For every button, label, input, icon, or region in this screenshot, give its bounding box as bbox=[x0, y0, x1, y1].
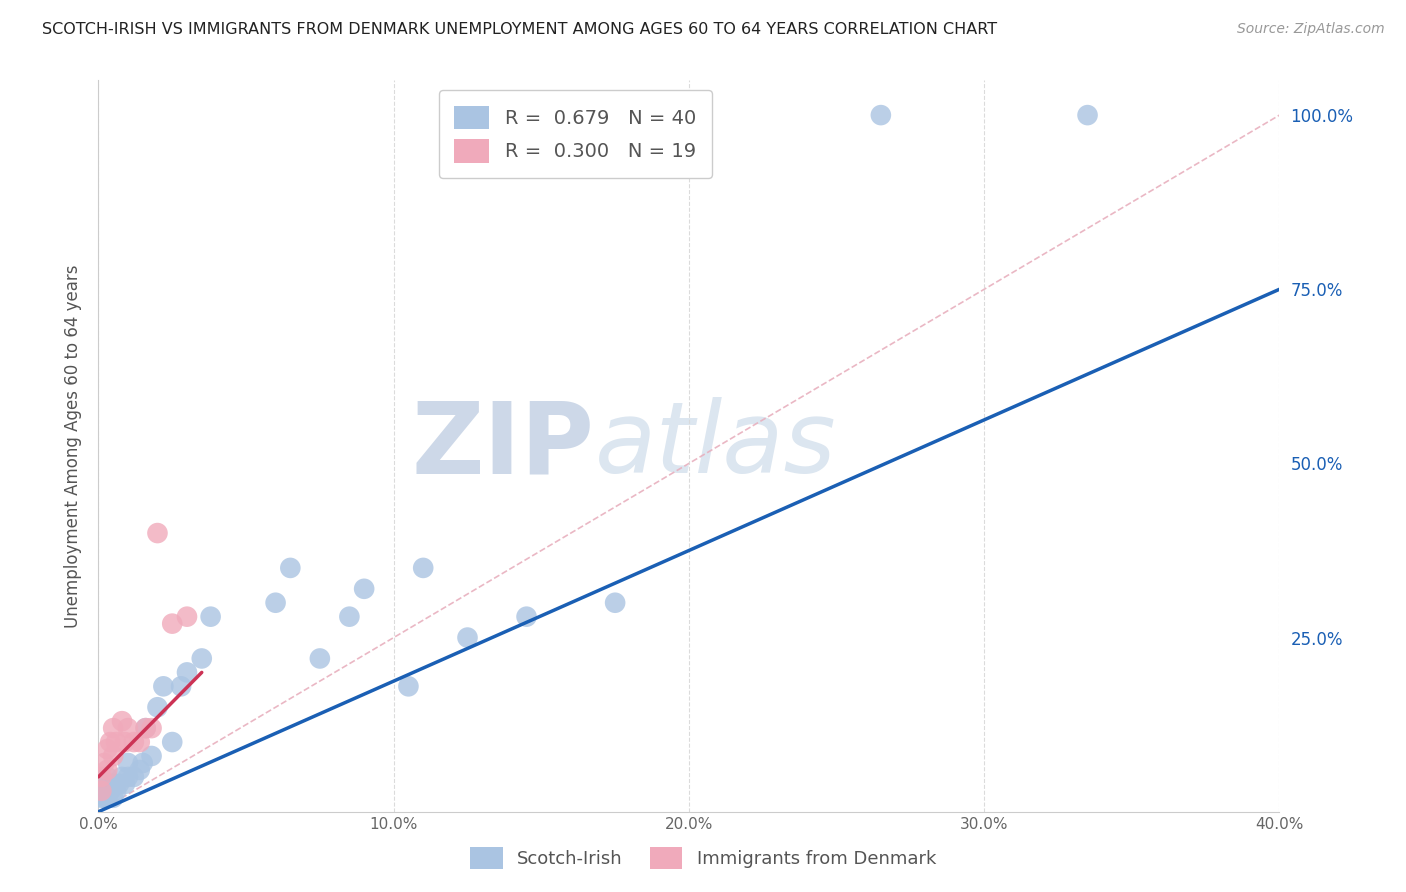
Point bbox=[264, 596, 287, 610]
Point bbox=[98, 735, 121, 749]
Text: Source: ZipAtlas.com: Source: ZipAtlas.com bbox=[1237, 22, 1385, 37]
Point bbox=[90, 784, 112, 798]
Point bbox=[111, 770, 134, 784]
Point bbox=[96, 742, 118, 756]
Legend: R =  0.679   N = 40, R =  0.300   N = 19: R = 0.679 N = 40, R = 0.300 N = 19 bbox=[439, 90, 711, 178]
Text: SCOTCH-IRISH VS IMMIGRANTS FROM DENMARK UNEMPLOYMENT AMONG AGES 60 TO 64 YEARS C: SCOTCH-IRISH VS IMMIGRANTS FROM DENMARK … bbox=[42, 22, 997, 37]
Point bbox=[96, 784, 118, 798]
Point bbox=[200, 609, 222, 624]
Point bbox=[162, 735, 183, 749]
Point bbox=[141, 721, 163, 735]
Point bbox=[152, 679, 174, 693]
Point bbox=[108, 777, 131, 791]
Point bbox=[176, 609, 198, 624]
Point bbox=[398, 679, 420, 693]
Point bbox=[170, 679, 193, 693]
Point bbox=[117, 721, 139, 735]
Point bbox=[93, 756, 115, 770]
Y-axis label: Unemployment Among Ages 60 to 64 years: Unemployment Among Ages 60 to 64 years bbox=[63, 264, 82, 628]
Point bbox=[122, 735, 145, 749]
Point bbox=[176, 665, 198, 680]
Point bbox=[90, 790, 112, 805]
Point bbox=[457, 631, 479, 645]
Point bbox=[516, 609, 538, 624]
Point bbox=[128, 735, 150, 749]
Point bbox=[96, 770, 118, 784]
Point bbox=[103, 790, 125, 805]
Point bbox=[412, 561, 434, 575]
Point bbox=[93, 790, 115, 805]
Point bbox=[90, 777, 112, 791]
Point bbox=[353, 582, 375, 596]
Text: atlas: atlas bbox=[595, 398, 837, 494]
Point bbox=[605, 596, 627, 610]
Point bbox=[98, 777, 121, 791]
Point bbox=[117, 770, 139, 784]
Point bbox=[141, 749, 163, 764]
Point bbox=[135, 721, 157, 735]
Point bbox=[191, 651, 214, 665]
Point bbox=[103, 749, 125, 764]
Text: ZIP: ZIP bbox=[412, 398, 595, 494]
Point bbox=[1077, 108, 1099, 122]
Point bbox=[96, 790, 118, 805]
Point bbox=[162, 616, 183, 631]
Point bbox=[146, 526, 169, 541]
Point bbox=[135, 721, 157, 735]
Point bbox=[103, 721, 125, 735]
Point bbox=[105, 735, 128, 749]
Point bbox=[93, 784, 115, 798]
Point bbox=[280, 561, 302, 575]
Legend: Scotch-Irish, Immigrants from Denmark: Scotch-Irish, Immigrants from Denmark bbox=[461, 838, 945, 879]
Point bbox=[105, 784, 128, 798]
Point bbox=[103, 777, 125, 791]
Point bbox=[870, 108, 893, 122]
Point bbox=[309, 651, 332, 665]
Point bbox=[114, 777, 136, 791]
Point bbox=[339, 609, 361, 624]
Point bbox=[98, 784, 121, 798]
Point bbox=[114, 735, 136, 749]
Point bbox=[90, 770, 112, 784]
Point bbox=[122, 770, 145, 784]
Point bbox=[111, 714, 134, 728]
Point bbox=[90, 784, 112, 798]
Point bbox=[132, 756, 155, 770]
Point bbox=[128, 763, 150, 777]
Point bbox=[96, 763, 118, 777]
Point bbox=[117, 756, 139, 770]
Point bbox=[146, 700, 169, 714]
